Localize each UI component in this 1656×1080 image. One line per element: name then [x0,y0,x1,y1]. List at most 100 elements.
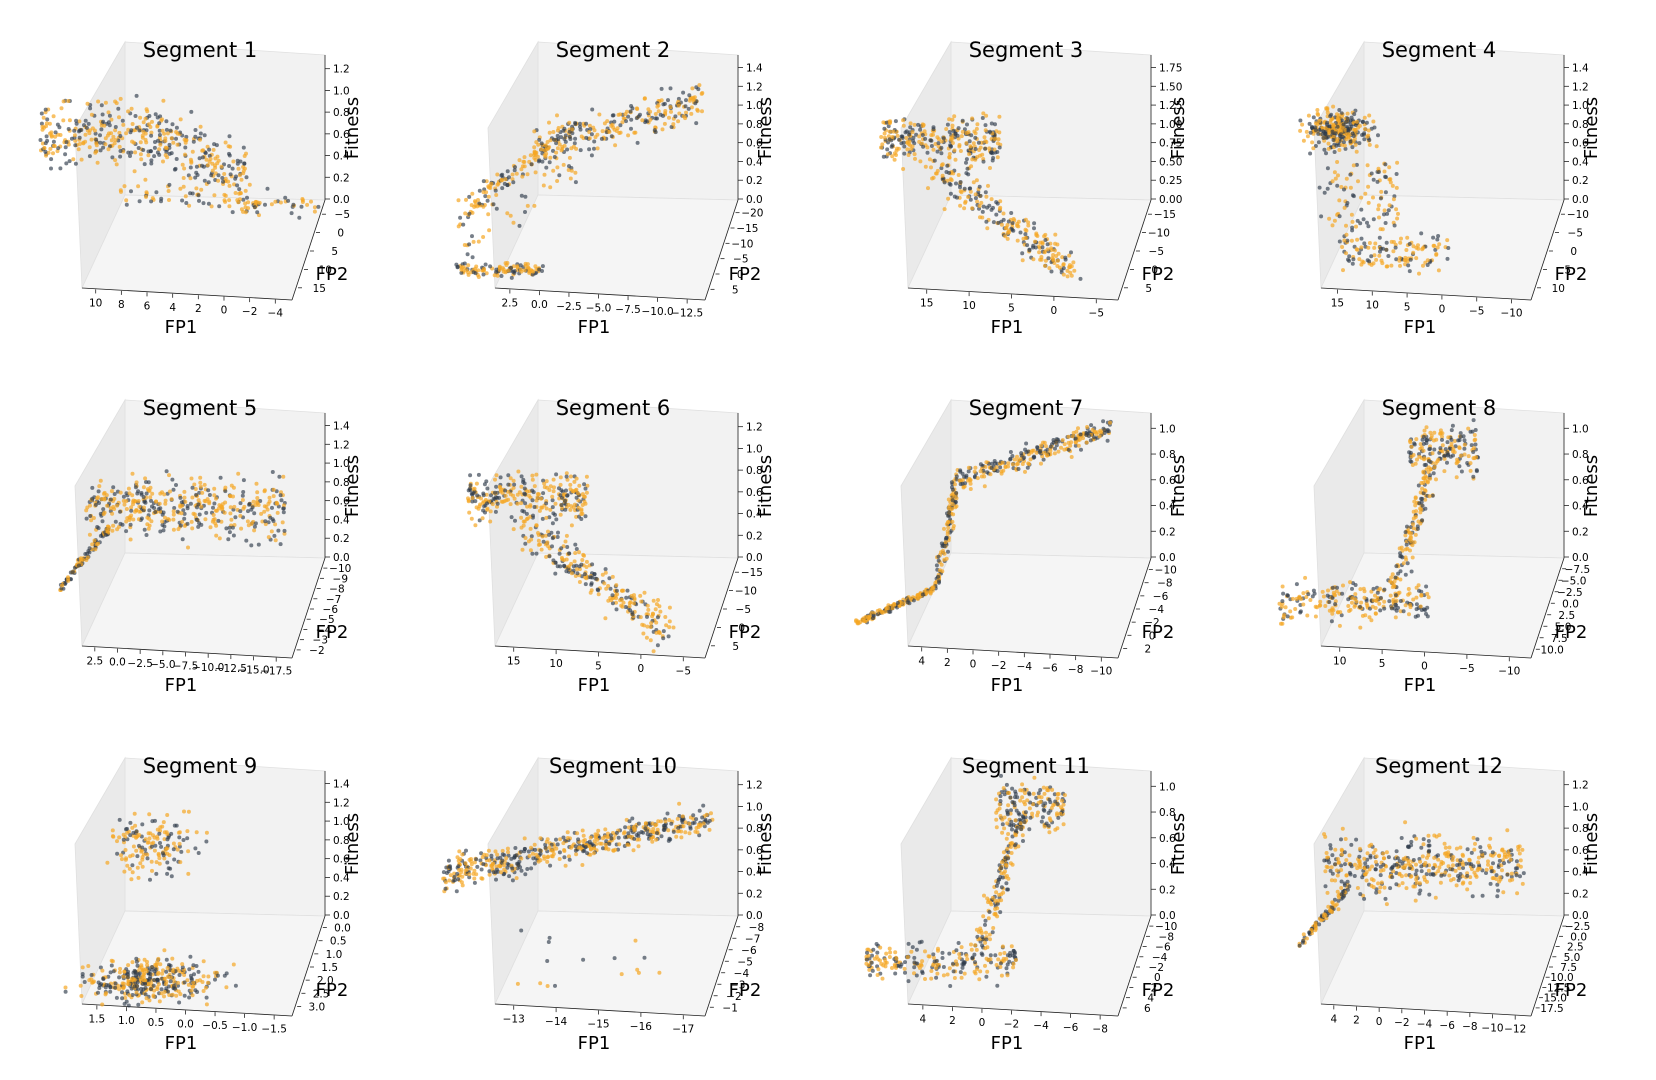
data-point-orange [166,189,171,193]
data-point-dark [573,180,578,185]
data-point-orange [111,505,116,509]
data-point-orange [156,970,161,975]
data-point-orange [577,483,582,488]
data-point-dark [630,610,635,615]
data-point-orange [1389,575,1394,580]
data-point-dark [983,123,988,128]
x-axis-line [1320,287,1532,301]
z-tick-label: 0.8 [746,119,763,131]
data-point-dark [908,125,913,130]
data-point-orange [950,506,955,511]
data-point-dark [193,128,198,132]
data-point-orange [1395,216,1400,221]
data-point-dark [1386,208,1391,213]
data-point-dark [1382,606,1387,611]
data-point-orange [574,567,579,572]
data-point-dark [164,969,169,974]
data-point-orange [146,840,151,845]
data-point-orange [667,619,672,624]
data-point-orange [203,499,208,504]
data-point-dark [126,1003,131,1008]
data-point-orange [178,860,183,865]
data-point-orange [533,150,538,155]
data-point-dark [1408,450,1413,455]
data-point-dark [500,172,505,177]
data-point-orange [1001,211,1006,216]
data-point-orange [233,191,238,195]
x-axis-label: FP1 [165,317,198,338]
data-point-orange [1421,480,1426,485]
data-point-dark [963,481,968,486]
data-point-orange [259,511,264,516]
data-point-orange [600,129,605,134]
data-point-orange [1326,146,1331,151]
data-point-dark [468,483,473,488]
data-point-orange [931,175,936,180]
data-point-orange [146,981,151,986]
data-point-orange [1327,216,1332,221]
data-point-orange [1036,244,1041,249]
data-point-orange [1462,442,1467,447]
data-point-dark [283,195,288,200]
data-point-dark [544,165,549,170]
data-point-orange [1061,262,1066,267]
data-point-orange [252,528,257,533]
data-point-orange [1440,443,1445,448]
data-point-orange [273,522,278,527]
data-point-orange [280,520,285,525]
data-point-dark [493,509,498,514]
data-point-orange [536,492,541,497]
data-point-dark [129,986,134,991]
data-point-dark [565,493,570,498]
data-point-orange [676,103,681,108]
data-point-dark [1333,131,1338,136]
data-point-orange [1015,454,1019,459]
data-point-orange [551,477,556,482]
panel-title: Segment 7 [969,396,1084,420]
data-point-dark [197,512,202,517]
data-point-orange [519,515,524,520]
data-point-orange [935,168,940,173]
data-point-orange [551,489,556,494]
data-point-dark [180,537,185,542]
data-point-orange [141,485,146,490]
data-point-dark [618,123,623,128]
data-point-orange [1442,469,1447,474]
data-point-dark [488,264,493,269]
data-point-orange [519,484,524,489]
data-point-orange [1060,438,1065,443]
data-point-orange [466,263,471,268]
data-point-dark [1453,444,1458,449]
data-point-orange [1403,533,1408,538]
y-tick-label: −5.0 [1561,575,1587,587]
data-point-orange [127,993,132,998]
data-point-orange [282,531,287,536]
data-point-orange [243,210,248,215]
data-point-dark [594,576,599,581]
data-point-dark [950,487,955,492]
data-point-dark [1307,121,1312,126]
data-point-orange [1043,263,1047,268]
data-point-dark [1350,193,1355,198]
data-point-orange [105,860,110,865]
data-point-orange [271,494,276,499]
z-tick-label: 1.25 [1159,100,1182,112]
data-point-dark [144,533,149,537]
data-point-dark [997,145,1002,150]
data-point-orange [1020,258,1025,263]
data-point-orange [256,503,261,507]
y-tick-label: −10 [329,563,351,575]
data-point-dark [192,972,196,977]
data-point-orange [88,128,92,133]
data-point-dark [168,128,173,133]
data-point-dark [513,518,517,523]
data-point-dark [964,160,968,165]
data-point-orange [1055,258,1060,263]
data-point-orange [162,131,167,136]
data-point-dark [233,176,238,181]
data-point-orange [494,473,499,478]
data-point-orange [150,491,155,496]
data-point-dark [1025,465,1030,470]
data-point-orange [1366,184,1371,189]
data-point-orange [907,139,912,144]
